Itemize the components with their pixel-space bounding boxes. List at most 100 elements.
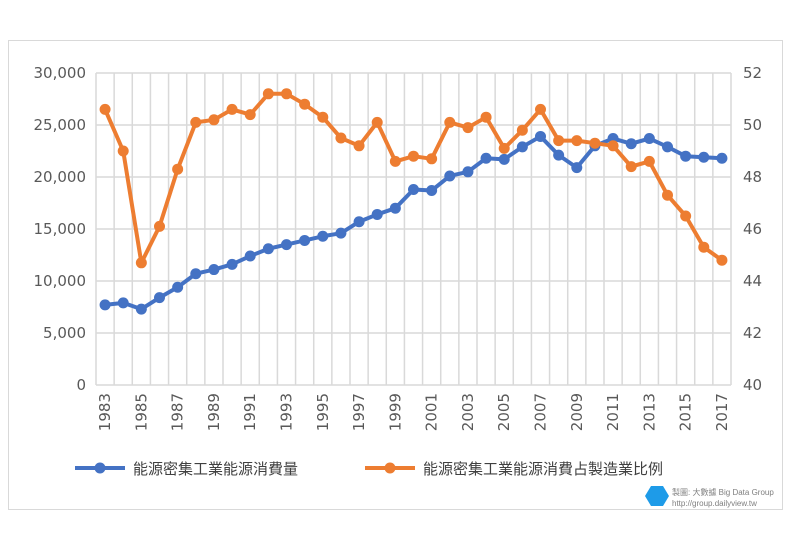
data-point-1 (335, 132, 347, 144)
data-point-1 (698, 241, 710, 253)
y-right-tick-label: 44 (743, 272, 762, 290)
data-point-1 (190, 116, 202, 128)
watermark-logo (645, 486, 669, 506)
data-point-0 (99, 299, 111, 311)
data-point-0 (426, 185, 438, 197)
data-point-1 (643, 155, 655, 167)
data-point-1 (262, 88, 274, 100)
data-point-1 (589, 137, 601, 149)
data-point-0 (299, 234, 311, 246)
x-tick-label: 1983 (96, 393, 114, 431)
data-point-0 (244, 250, 256, 262)
data-point-0 (516, 141, 528, 153)
data-point-0 (535, 130, 546, 142)
data-point-0 (389, 202, 401, 214)
x-tick-label: 2005 (495, 393, 513, 431)
data-point-1 (99, 103, 111, 115)
watermark: 製圖: 大數據 Big Data Group http://group.dail… (645, 486, 774, 508)
data-point-0 (680, 150, 692, 162)
data-point-0 (190, 268, 202, 280)
x-tick-label: 1991 (241, 393, 259, 431)
y-left-tick-label: 15,000 (34, 220, 87, 238)
data-point-1 (281, 88, 292, 100)
x-tick-label: 2013 (640, 393, 658, 431)
data-point-1 (553, 135, 565, 147)
data-point-1 (516, 124, 528, 136)
data-point-0 (571, 162, 583, 174)
data-point-1 (426, 153, 438, 165)
legend-label: 能源密集工業能源消費量 (133, 460, 298, 478)
data-point-0 (135, 303, 147, 315)
data-point-1 (680, 210, 692, 222)
x-tick-label: 1995 (314, 393, 332, 431)
x-tick-label: 2015 (677, 393, 695, 431)
data-point-1 (625, 161, 637, 173)
data-point-1 (535, 103, 546, 115)
data-point-1 (317, 111, 329, 123)
data-point-0 (662, 141, 673, 153)
legend-marker (94, 462, 106, 474)
y-right-tick-label: 40 (743, 376, 762, 394)
y-left-tick-label: 10,000 (34, 272, 87, 290)
data-point-1 (662, 189, 673, 201)
x-tick-label: 2001 (423, 393, 441, 431)
data-point-1 (117, 145, 129, 157)
data-point-1 (353, 140, 365, 152)
legend-item-0: 能源密集工業能源消費量 (75, 460, 298, 478)
data-point-0 (262, 243, 274, 255)
data-point-0 (353, 216, 365, 228)
data-point-0 (553, 149, 565, 161)
data-point-1 (498, 142, 510, 154)
data-point-0 (226, 258, 238, 270)
y-left-tick-label: 30,000 (34, 64, 87, 82)
y-left-tick-label: 25,000 (34, 116, 87, 134)
data-point-0 (154, 292, 165, 304)
data-point-0 (371, 208, 383, 220)
data-point-1 (607, 140, 619, 152)
data-point-1 (226, 103, 238, 115)
x-tick-label: 2007 (532, 393, 550, 431)
data-point-0 (335, 227, 347, 239)
legend-marker (384, 462, 396, 474)
data-point-1 (371, 116, 383, 128)
y-left-tick-label: 0 (76, 376, 86, 394)
data-point-0 (498, 153, 510, 165)
data-point-1 (462, 122, 474, 134)
data-point-0 (643, 133, 655, 145)
data-point-0 (172, 281, 184, 293)
x-tick-label: 2009 (568, 393, 586, 431)
x-tick-label: 1989 (205, 393, 223, 431)
x-tick-label: 2011 (604, 393, 622, 431)
x-tick-label: 1985 (132, 393, 150, 431)
x-tick-label: 1999 (386, 393, 404, 431)
chart-frame (8, 40, 783, 510)
data-point-0 (444, 170, 456, 182)
data-point-1 (408, 150, 419, 162)
data-point-0 (698, 151, 710, 163)
legend-label: 能源密集工業能源消費占製造業比例 (423, 460, 663, 478)
x-tick-label: 1993 (278, 393, 296, 431)
y-right-tick-label: 52 (743, 64, 762, 82)
data-point-0 (281, 239, 292, 251)
data-point-1 (480, 111, 492, 123)
x-tick-label: 1997 (350, 393, 368, 431)
y-right-tick-label: 42 (743, 324, 762, 342)
legend-item-1: 能源密集工業能源消費占製造業比例 (365, 460, 663, 478)
data-point-0 (625, 138, 637, 150)
data-point-0 (462, 166, 474, 178)
data-point-1 (154, 220, 165, 232)
data-point-1 (716, 254, 728, 266)
y-right-tick-label: 46 (743, 220, 762, 238)
data-point-1 (571, 135, 583, 147)
data-point-0 (208, 264, 220, 276)
data-point-1 (299, 98, 311, 110)
data-point-0 (716, 152, 728, 164)
y-right-tick-label: 50 (743, 116, 762, 134)
x-tick-label: 2003 (459, 393, 477, 431)
watermark-line1: 製圖: 大數據 Big Data Group (672, 487, 774, 497)
data-point-1 (244, 109, 256, 121)
data-point-1 (172, 163, 184, 175)
data-point-1 (208, 114, 220, 126)
data-point-0 (117, 297, 129, 309)
